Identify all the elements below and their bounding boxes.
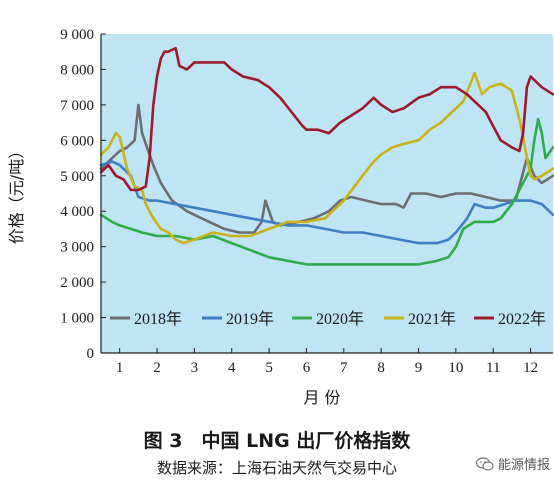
figure-caption-source: 数据来源：上海石油天然气交易中心 — [156, 459, 397, 477]
y-tick-label: 2 000 — [60, 275, 94, 291]
legend-label-4: 2021年 — [408, 310, 456, 328]
x-tick-labels: 1 2 3 4 5 6 7 8 9 10 11 12 — [116, 360, 538, 376]
x-tick-label: 12 — [523, 360, 538, 376]
y-tick-label: 5 000 — [60, 169, 94, 185]
legend-label-3: 2020年 — [316, 310, 364, 328]
x-tick-label: 2 — [153, 360, 161, 376]
watermark: 能源情报 — [475, 454, 550, 473]
x-tick-label: 8 — [377, 360, 385, 376]
x-tick-label: 9 — [415, 360, 423, 376]
x-tick-label: 6 — [303, 360, 311, 376]
legend: 2018年 2019年 2020年 2021年 2022年 — [110, 310, 546, 328]
y-tick-label: 1 000 — [60, 311, 94, 327]
lng-price-chart: 0 1 000 2 000 3 000 4 000 5 000 6 000 7 000 8 00… — [7, 27, 554, 407]
x-tick-label: 5 — [265, 360, 273, 376]
y-tick-label: 8 000 — [60, 62, 94, 78]
y-axis-label: 价格（元/吨） — [7, 143, 26, 244]
y-tick-label: 9 000 — [60, 27, 94, 43]
y-tick-labels: 0 1 000 2 000 3 000 4 000 5 000 6 000 7 000 8 00… — [60, 27, 94, 362]
y-tick-label: 3 000 — [60, 240, 94, 256]
y-tick-label: 7 000 — [60, 98, 94, 114]
series-layer — [99, 46, 554, 266]
series-line-2 — [99, 160, 554, 245]
x-tick-label: 4 — [228, 360, 236, 376]
series-line-5 — [99, 46, 554, 192]
watermark-text: 能源情报 — [497, 458, 550, 473]
x-tick-label: 11 — [486, 360, 500, 376]
x-tick-label: 3 — [191, 360, 199, 376]
plot-area — [101, 34, 553, 353]
y-tick-label: 4 000 — [60, 204, 94, 220]
x-tick-label: 1 — [116, 360, 124, 376]
y-tick-label: 0 — [87, 346, 95, 362]
x-tick-label: 10 — [448, 360, 463, 376]
x-tick-label: 7 — [340, 360, 348, 376]
legend-label-2: 2019年 — [226, 310, 274, 328]
y-tick-label: 6 000 — [60, 133, 94, 149]
series-line-4 — [99, 71, 554, 245]
figure-caption-title: 图 3 中国 LNG 出厂价格指数 — [143, 430, 411, 452]
axes — [100, 33, 553, 354]
legend-label-1: 2018年 — [134, 310, 182, 328]
x-axis-label: 月 份 — [303, 388, 340, 407]
legend-label-5: 2022年 — [498, 310, 546, 328]
wechat-icon — [475, 456, 494, 471]
